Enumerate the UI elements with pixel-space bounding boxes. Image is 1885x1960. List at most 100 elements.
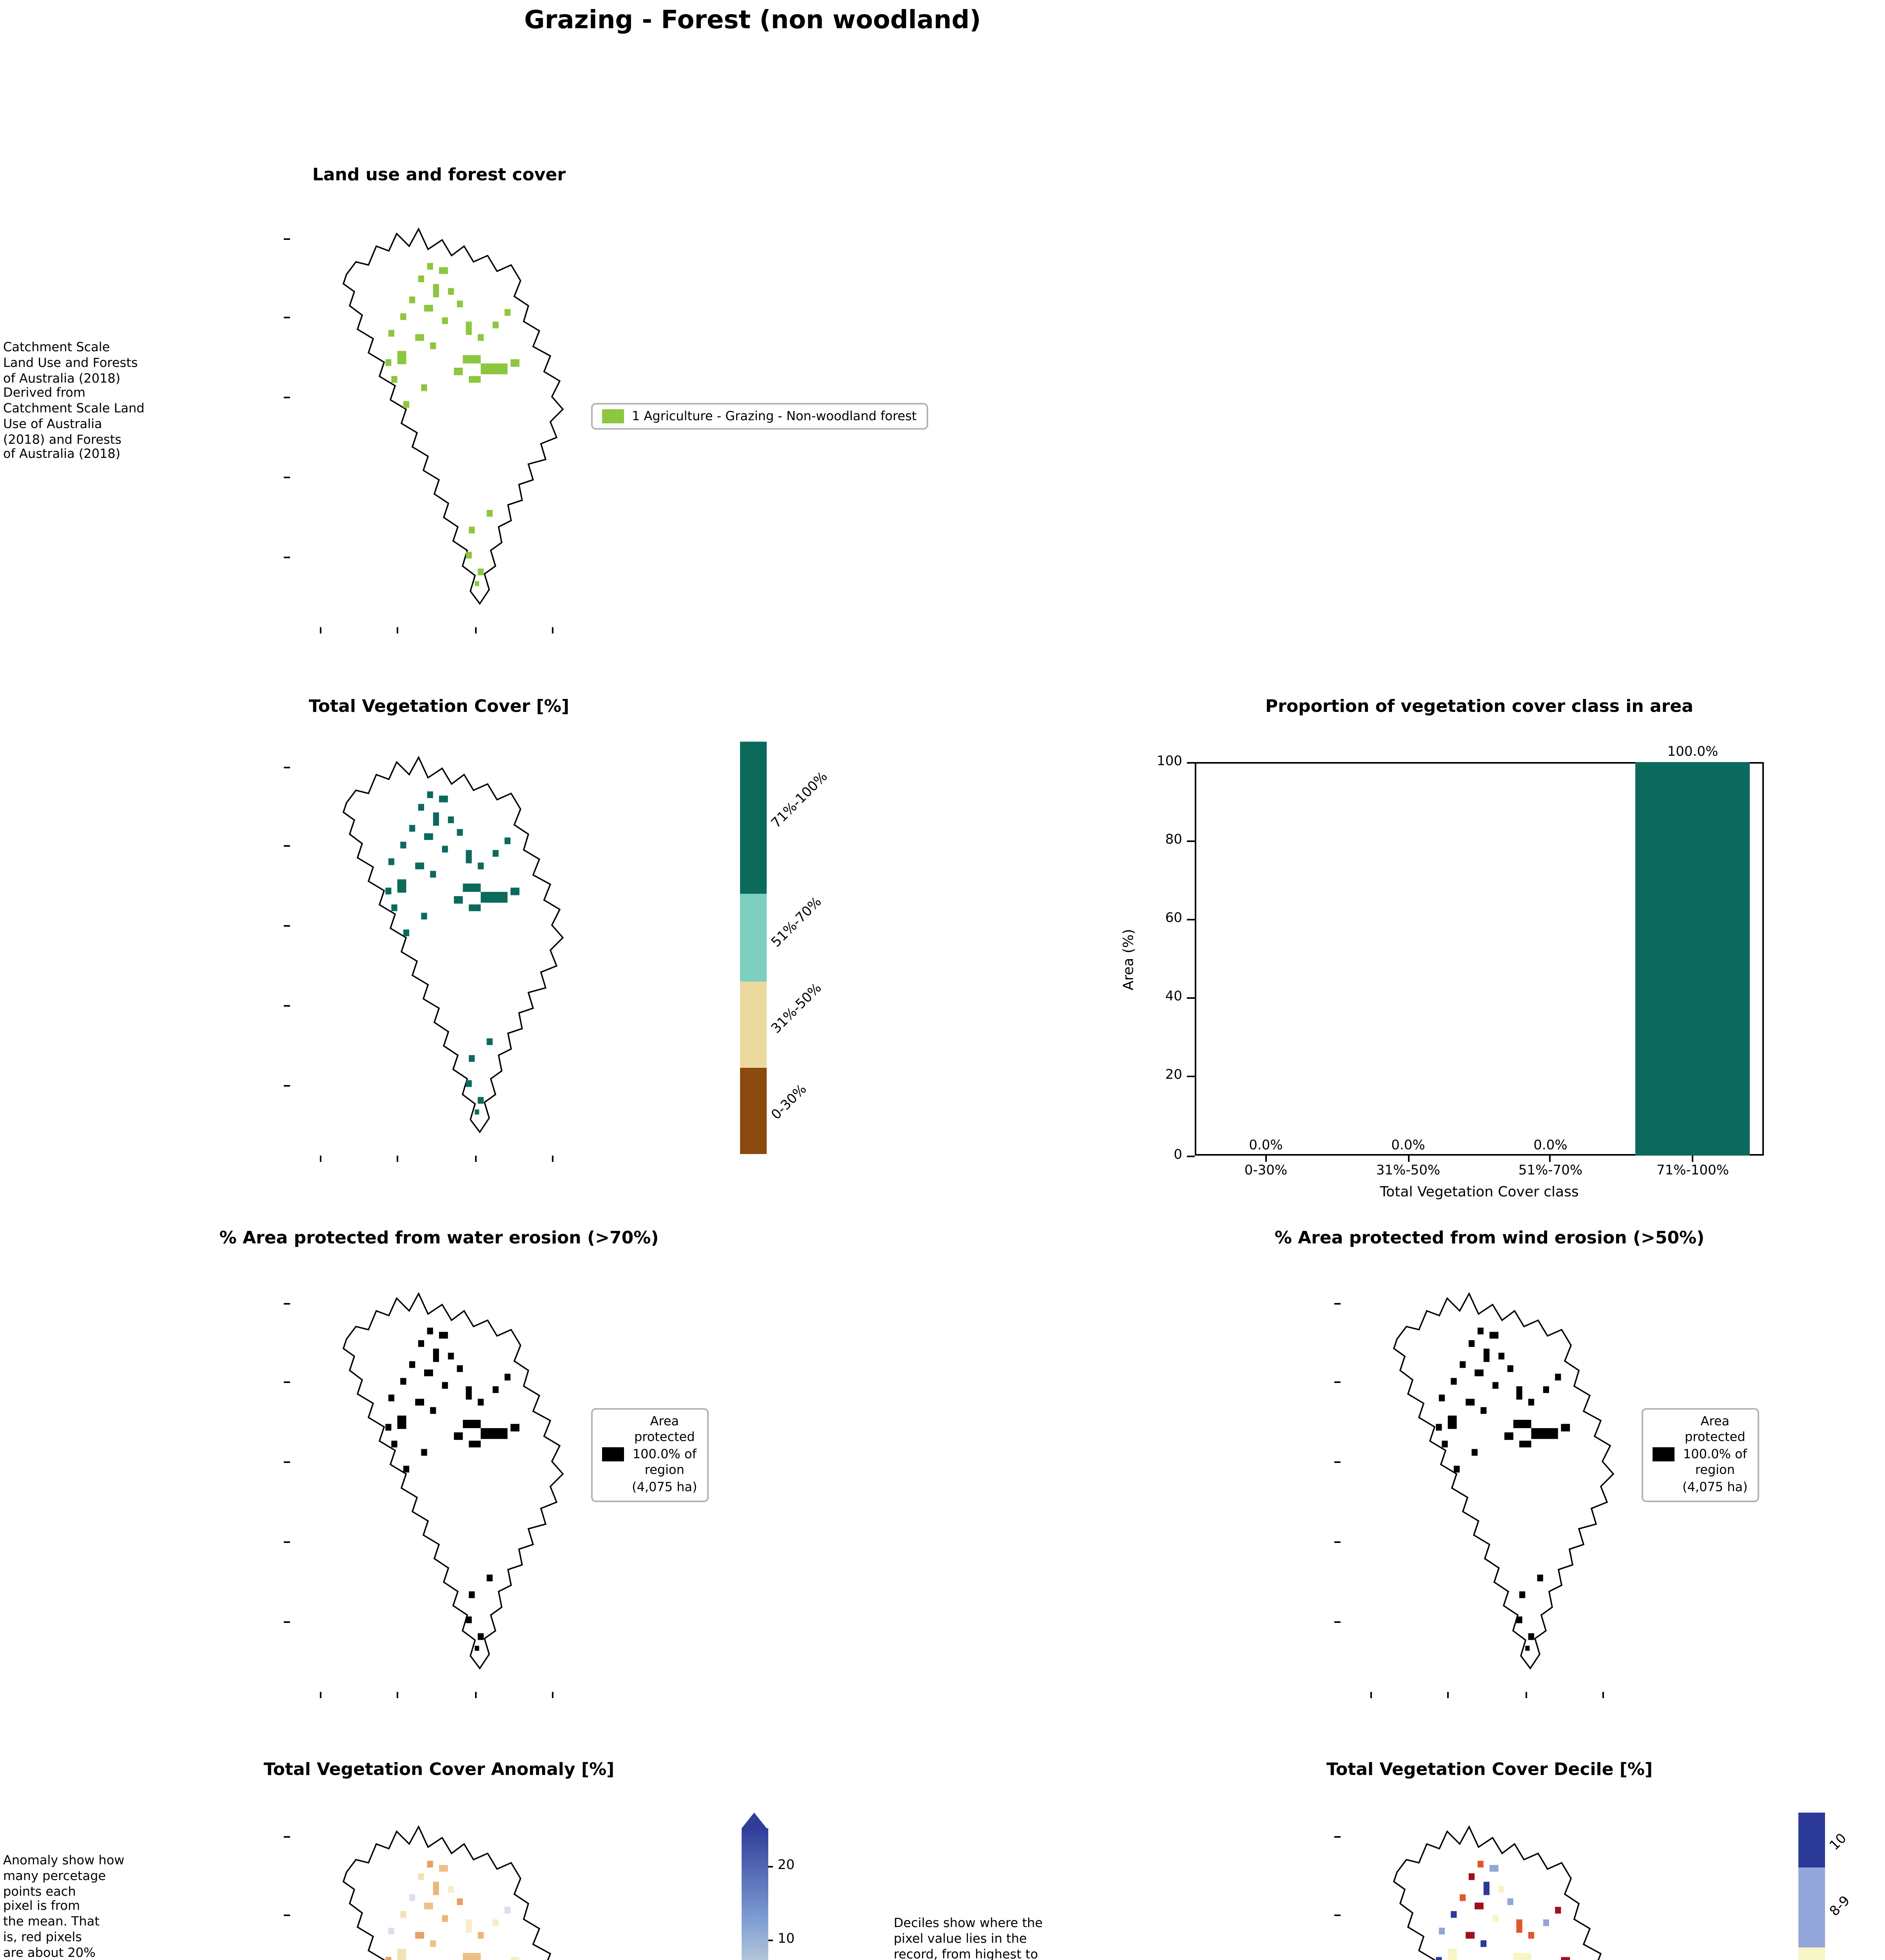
map-pixel: [397, 1949, 406, 1960]
colorbar-class-label: 8-9: [1827, 1894, 1854, 1921]
map-pixel: [492, 1919, 499, 1926]
map-pixel: [424, 833, 433, 840]
map-pixel: [442, 846, 448, 853]
decile-caption: Deciles show where the pixel value lies …: [894, 1916, 1043, 1960]
map-pixel: [1492, 1382, 1499, 1389]
catchment-boundary: [342, 1825, 552, 1960]
map-pixel: [1489, 1332, 1499, 1339]
x-tick-label: 31%-50%: [1376, 1163, 1441, 1179]
map-pixel: [1504, 1432, 1513, 1440]
map-pixel: [433, 1882, 439, 1895]
map-pixel: [510, 887, 520, 895]
axis-tick: [284, 1005, 290, 1007]
landuse-map: [284, 209, 588, 633]
colorbar-tick: [768, 1865, 773, 1867]
map-pixel: [1555, 1374, 1561, 1381]
y-tick: [1187, 997, 1195, 999]
map-pixel: [1448, 1416, 1457, 1429]
y-tick: [1187, 918, 1195, 920]
map-pixel: [457, 829, 463, 836]
colorbar-class-label: 10: [1827, 1830, 1851, 1854]
map-pixel: [415, 1932, 424, 1939]
map-pixel: [1525, 1646, 1530, 1651]
map-pixel: [463, 355, 481, 364]
map-pixel: [1528, 1932, 1534, 1939]
proportion-ylabel: Area (%): [1123, 928, 1138, 990]
colorbar-segment: [740, 742, 767, 895]
map-pixel: [1477, 1860, 1484, 1867]
y-tick: [1187, 761, 1195, 763]
map-pixel: [469, 1441, 481, 1448]
map-pixel: [481, 363, 508, 374]
map-pixel: [510, 1957, 520, 1960]
map-pixel: [1483, 1882, 1489, 1895]
map-pixel: [391, 1441, 397, 1448]
map-pixel: [385, 887, 392, 895]
y-tick: [1187, 840, 1195, 842]
map-pixel: [385, 1957, 392, 1960]
page-title: Grazing - Forest (non woodland): [524, 5, 981, 34]
map-pixel: [442, 1915, 448, 1922]
x-tick: [1265, 1156, 1267, 1162]
map-pixel: [418, 804, 424, 811]
map-pixel: [1531, 1428, 1558, 1439]
vegcover-panel-title: Total Vegetation Cover [%]: [308, 696, 570, 717]
axis-tick: [284, 925, 290, 927]
map-pixel: [442, 317, 448, 324]
axis-tick: [1526, 1692, 1527, 1698]
map-pixel: [430, 1940, 436, 1947]
map-pixel: [1516, 1616, 1522, 1623]
y-tick-label: 0: [1174, 1147, 1182, 1163]
axis-tick: [397, 1692, 398, 1698]
proportion-chart-title: Proportion of vegetation cover class in …: [1265, 696, 1693, 717]
landuse-caption: Catchment Scale Land Use and Forests of …: [3, 340, 145, 461]
map-pixel: [427, 1327, 433, 1334]
map-pixel: [486, 1038, 493, 1045]
map-pixel: [439, 1332, 448, 1339]
map-pixel: [439, 795, 448, 802]
anomaly-caption: Anomaly show how many percetage points e…: [3, 1853, 125, 1959]
map-pixel: [400, 842, 406, 849]
map-pixel: [1477, 1327, 1484, 1334]
axis-tick: [1370, 1692, 1372, 1698]
map-pixel: [457, 300, 463, 307]
map-pixel: [448, 1352, 454, 1359]
x-tick-label: 71%-100%: [1656, 1163, 1729, 1179]
map-pixel: [409, 1894, 415, 1901]
map-pixel: [481, 892, 508, 903]
map-canvas: [342, 227, 564, 605]
water-panel-title: % Area protected from water erosion (>70…: [219, 1228, 659, 1248]
colorbar-gradient: [742, 1828, 768, 1960]
y-tick-label: 80: [1165, 832, 1182, 848]
map-pixel: [466, 1616, 472, 1623]
map-canvas: [1393, 1292, 1615, 1670]
map-pixel: [424, 305, 433, 312]
map-pixel: [1543, 1386, 1549, 1393]
axis-tick: [284, 767, 290, 768]
map-pixel: [439, 1865, 448, 1872]
map-pixel: [457, 1898, 463, 1905]
map-pixel: [388, 330, 394, 337]
map-pixel: [388, 1927, 394, 1935]
map-pixel: [1471, 1449, 1478, 1456]
map-pixel: [1537, 1574, 1543, 1581]
colorbar-segment: [1798, 1868, 1825, 1947]
landuse-legend-swatch: [602, 409, 624, 423]
map-pixel: [466, 1080, 472, 1087]
colorbar-class-label: 31%-50%: [769, 981, 825, 1038]
map-pixel: [477, 1932, 484, 1939]
wind-legend-label: Area protected 100.0% of region (4,075 h…: [1682, 1414, 1748, 1494]
axis-tick: [1334, 1621, 1341, 1623]
axis-tick: [552, 627, 553, 633]
y-tick-label: 60: [1165, 911, 1182, 927]
map-canvas: [342, 755, 564, 1134]
map-pixel: [1516, 1919, 1522, 1933]
map-pixel: [388, 1394, 394, 1401]
map-pixel: [504, 837, 511, 844]
catchment-boundary: [342, 755, 564, 1134]
map-pixel: [421, 1449, 427, 1456]
axis-tick: [552, 1156, 553, 1162]
map-pixel: [1451, 1911, 1457, 1918]
axis-tick: [1334, 1915, 1341, 1916]
water-legend-label: Area protected 100.0% of region (4,075 h…: [632, 1414, 697, 1494]
